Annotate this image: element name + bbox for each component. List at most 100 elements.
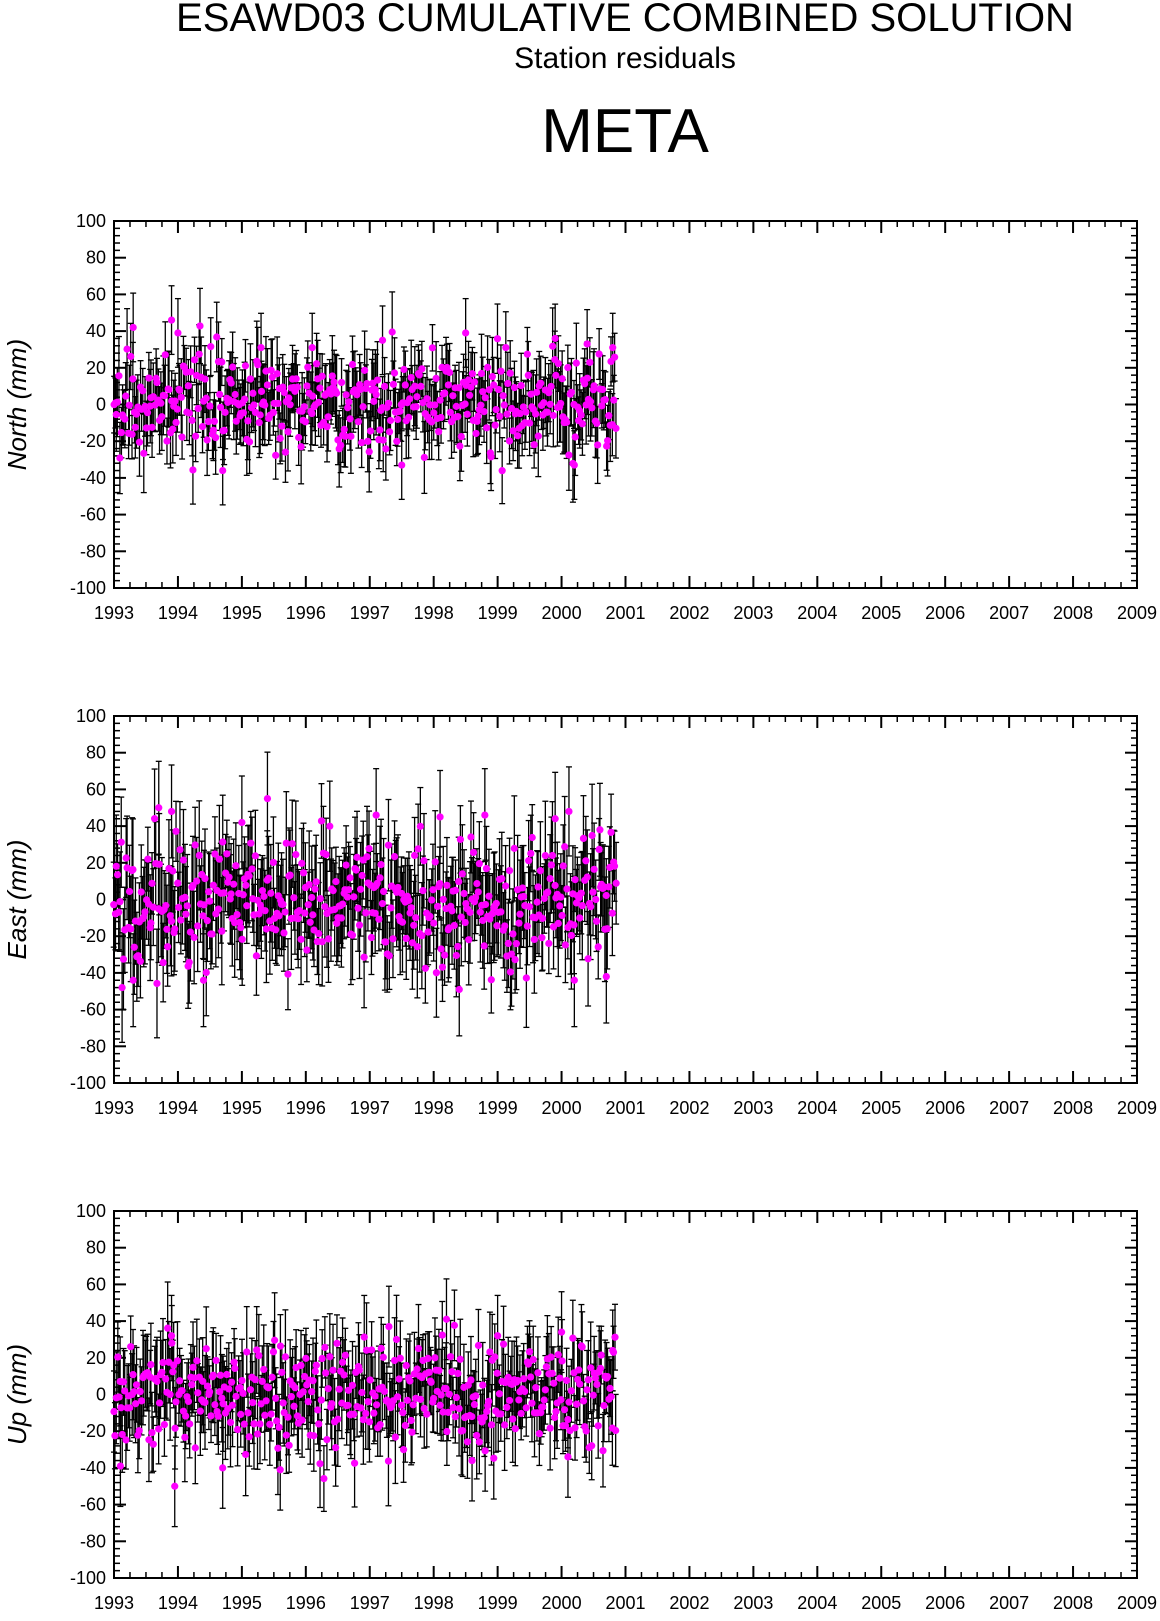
data-point: [360, 953, 368, 961]
data-point: [512, 940, 520, 948]
data-point: [306, 918, 314, 926]
data-point: [570, 921, 578, 929]
y-tick-label: 0: [96, 395, 106, 415]
data-point: [112, 410, 120, 419]
data-point: [598, 402, 606, 410]
data-point: [507, 950, 516, 958]
data-point: [455, 985, 463, 994]
data-point: [528, 833, 536, 842]
data-point: [186, 928, 195, 936]
data-point: [132, 410, 141, 418]
data-point: [420, 453, 428, 462]
data-point: [402, 934, 410, 943]
data-point: [202, 968, 210, 977]
data-point: [179, 856, 188, 864]
data-point: [297, 935, 305, 943]
data-point: [458, 870, 466, 878]
x-tick-label: 1997: [350, 1593, 390, 1613]
data-point: [134, 952, 142, 960]
data-point: [564, 363, 572, 372]
data-point: [204, 417, 212, 426]
data-point: [216, 403, 225, 411]
y-tick-label: -80: [80, 541, 106, 561]
data-point: [538, 914, 547, 922]
data-point: [437, 413, 445, 422]
data-point: [148, 423, 156, 431]
data-point: [362, 909, 370, 917]
station-name: META: [541, 97, 709, 166]
data-point: [117, 428, 126, 437]
x-tick-label: 2002: [669, 1593, 709, 1613]
data-point: [518, 884, 527, 892]
data-point: [304, 901, 312, 909]
data-point: [250, 401, 258, 409]
data-point: [209, 881, 217, 889]
data-point: [561, 843, 569, 851]
x-tick-label: 1997: [350, 603, 390, 623]
x-tick-label: 1998: [414, 1098, 454, 1118]
data-point: [245, 438, 254, 446]
data-point: [206, 402, 214, 410]
data-point: [279, 383, 287, 391]
data-point: [567, 388, 576, 396]
x-tick-label: 2009: [1117, 1098, 1157, 1118]
data-point: [455, 384, 463, 392]
data-point: [603, 442, 611, 450]
data-point: [223, 850, 231, 858]
data-point: [340, 425, 348, 433]
data-point: [153, 979, 161, 988]
data-point: [261, 401, 269, 409]
data-point: [382, 445, 390, 453]
x-tick-label: 1995: [222, 1593, 262, 1613]
data-point: [380, 382, 389, 390]
data-point: [183, 902, 191, 910]
data-point: [516, 409, 524, 418]
data-point: [129, 375, 137, 383]
data-point: [166, 912, 174, 920]
data-point: [115, 908, 123, 916]
data-point: [279, 900, 287, 908]
data-point: [312, 878, 320, 886]
data-point: [389, 935, 397, 943]
data-point: [424, 928, 432, 936]
data-point: [432, 374, 440, 383]
data-point: [558, 375, 566, 383]
data-point: [412, 403, 420, 411]
data-point: [525, 903, 534, 911]
data-point: [482, 864, 491, 873]
data-point: [498, 467, 506, 475]
data-point: [284, 428, 292, 436]
y-tick-label: -60: [80, 1000, 106, 1020]
data-point: [588, 831, 596, 840]
data-point: [190, 356, 199, 364]
data-point: [552, 371, 560, 379]
data-point: [150, 815, 159, 823]
data-point: [199, 912, 207, 920]
data-point: [473, 879, 481, 888]
data-point: [342, 861, 350, 869]
data-point: [593, 419, 601, 427]
x-tick-label: 2001: [605, 1098, 645, 1118]
data-point: [461, 400, 469, 408]
data-point: [288, 840, 296, 848]
data-point: [493, 335, 502, 343]
data-point: [280, 388, 288, 397]
data-point: [158, 413, 166, 421]
data-point: [208, 930, 216, 938]
data-point: [571, 433, 579, 441]
data-point: [206, 897, 214, 905]
data-point: [467, 383, 475, 391]
data-point: [544, 888, 552, 896]
data-point: [454, 412, 462, 421]
data-point: [479, 388, 487, 396]
data-point: [481, 811, 489, 819]
data-point: [430, 919, 438, 927]
data-point: [285, 394, 293, 402]
data-point: [272, 451, 280, 459]
data-point: [227, 890, 235, 898]
data-point: [172, 418, 180, 427]
data-point: [220, 426, 228, 434]
data-point: [311, 885, 319, 893]
data-point: [502, 343, 510, 352]
data-point: [177, 393, 185, 401]
